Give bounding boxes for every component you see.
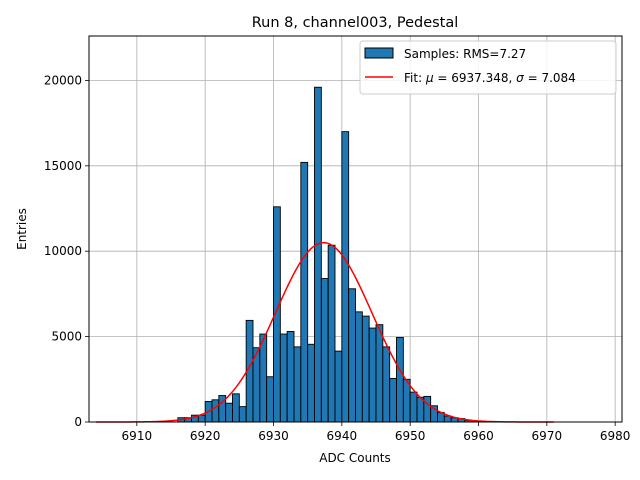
histogram-bar xyxy=(279,333,288,423)
histogram-bar xyxy=(402,378,411,423)
histogram-bar xyxy=(211,399,220,423)
histogram-bar xyxy=(375,324,384,423)
legend-fit-sigma-symbol: σ xyxy=(516,71,524,85)
histogram-bar xyxy=(238,406,247,423)
legend-fit-sigma-value: = 7.084 xyxy=(524,71,576,85)
histogram-bar xyxy=(368,327,377,423)
x-tick-label: 6930 xyxy=(258,429,289,443)
legend-fit-mu-symbol: μ xyxy=(425,71,434,85)
histogram-bar xyxy=(197,414,206,423)
histogram-bar xyxy=(259,333,268,423)
x-tick-label: 6970 xyxy=(532,429,563,443)
chart-title: Run 8, channel003, Pedestal xyxy=(252,15,459,31)
histogram-bar xyxy=(232,393,240,423)
x-tick-label: 6950 xyxy=(395,429,426,443)
legend-fit-mu-value: = 6937.348, xyxy=(434,71,517,85)
x-axis-ticks: 6910 6920 6930 6940 6950 6960 6970 6980 xyxy=(122,422,631,443)
histogram-bar xyxy=(293,346,302,423)
y-tick-label: 15000 xyxy=(44,159,82,173)
histogram-bar xyxy=(389,377,397,423)
y-axis-label: Entries xyxy=(15,208,29,250)
legend-box xyxy=(359,40,617,95)
histogram-bar xyxy=(443,415,452,423)
histogram-bars xyxy=(177,86,479,423)
histogram-bar xyxy=(423,395,432,423)
legend-samples-label: Samples: RMS=7.27 xyxy=(404,47,526,61)
histogram-bar xyxy=(361,315,370,423)
histogram-bar xyxy=(416,396,425,423)
histogram-bar xyxy=(225,402,233,423)
histogram-bar xyxy=(409,391,418,423)
histogram-bar xyxy=(341,131,350,423)
legend-fit-label: Fit: μ = 6937.348, σ = 7.084 xyxy=(404,71,576,85)
plot-frame xyxy=(88,35,623,423)
histogram-bar xyxy=(327,244,336,423)
histogram-bar xyxy=(286,331,295,423)
histogram-bar xyxy=(348,288,356,423)
y-tick-label: 10000 xyxy=(44,244,82,258)
x-tick-label: 6910 xyxy=(122,429,153,443)
x-tick-label: 6960 xyxy=(463,429,494,443)
histogram-bar xyxy=(382,346,391,423)
histogram-bar xyxy=(320,278,329,423)
x-axis-label: ADC Counts xyxy=(319,451,391,465)
y-tick-label: 5000 xyxy=(51,330,82,344)
y-axis-ticks: 0 5000 10000 15000 20000 xyxy=(44,73,89,429)
legend-samples-swatch xyxy=(364,47,394,59)
legend-fit-prefix: Fit: xyxy=(404,71,426,85)
y-tick-label: 20000 xyxy=(44,73,82,87)
histogram-bar xyxy=(266,376,274,423)
legend: Samples: RMS=7.27 Fit: μ = 6937.348, σ =… xyxy=(359,40,617,95)
fit-curve xyxy=(95,241,554,423)
histogram-bar xyxy=(300,161,309,423)
histogram-bar xyxy=(307,343,315,423)
histogram-bar xyxy=(355,311,363,423)
x-tick-label: 6980 xyxy=(600,429,631,443)
histogram-bar xyxy=(314,86,322,423)
histogram-bar xyxy=(334,350,343,423)
x-tick-label: 6940 xyxy=(327,429,358,443)
y-tick-label: 0 xyxy=(74,415,82,429)
x-tick-label: 6920 xyxy=(190,429,221,443)
histogram-bar xyxy=(396,337,404,423)
